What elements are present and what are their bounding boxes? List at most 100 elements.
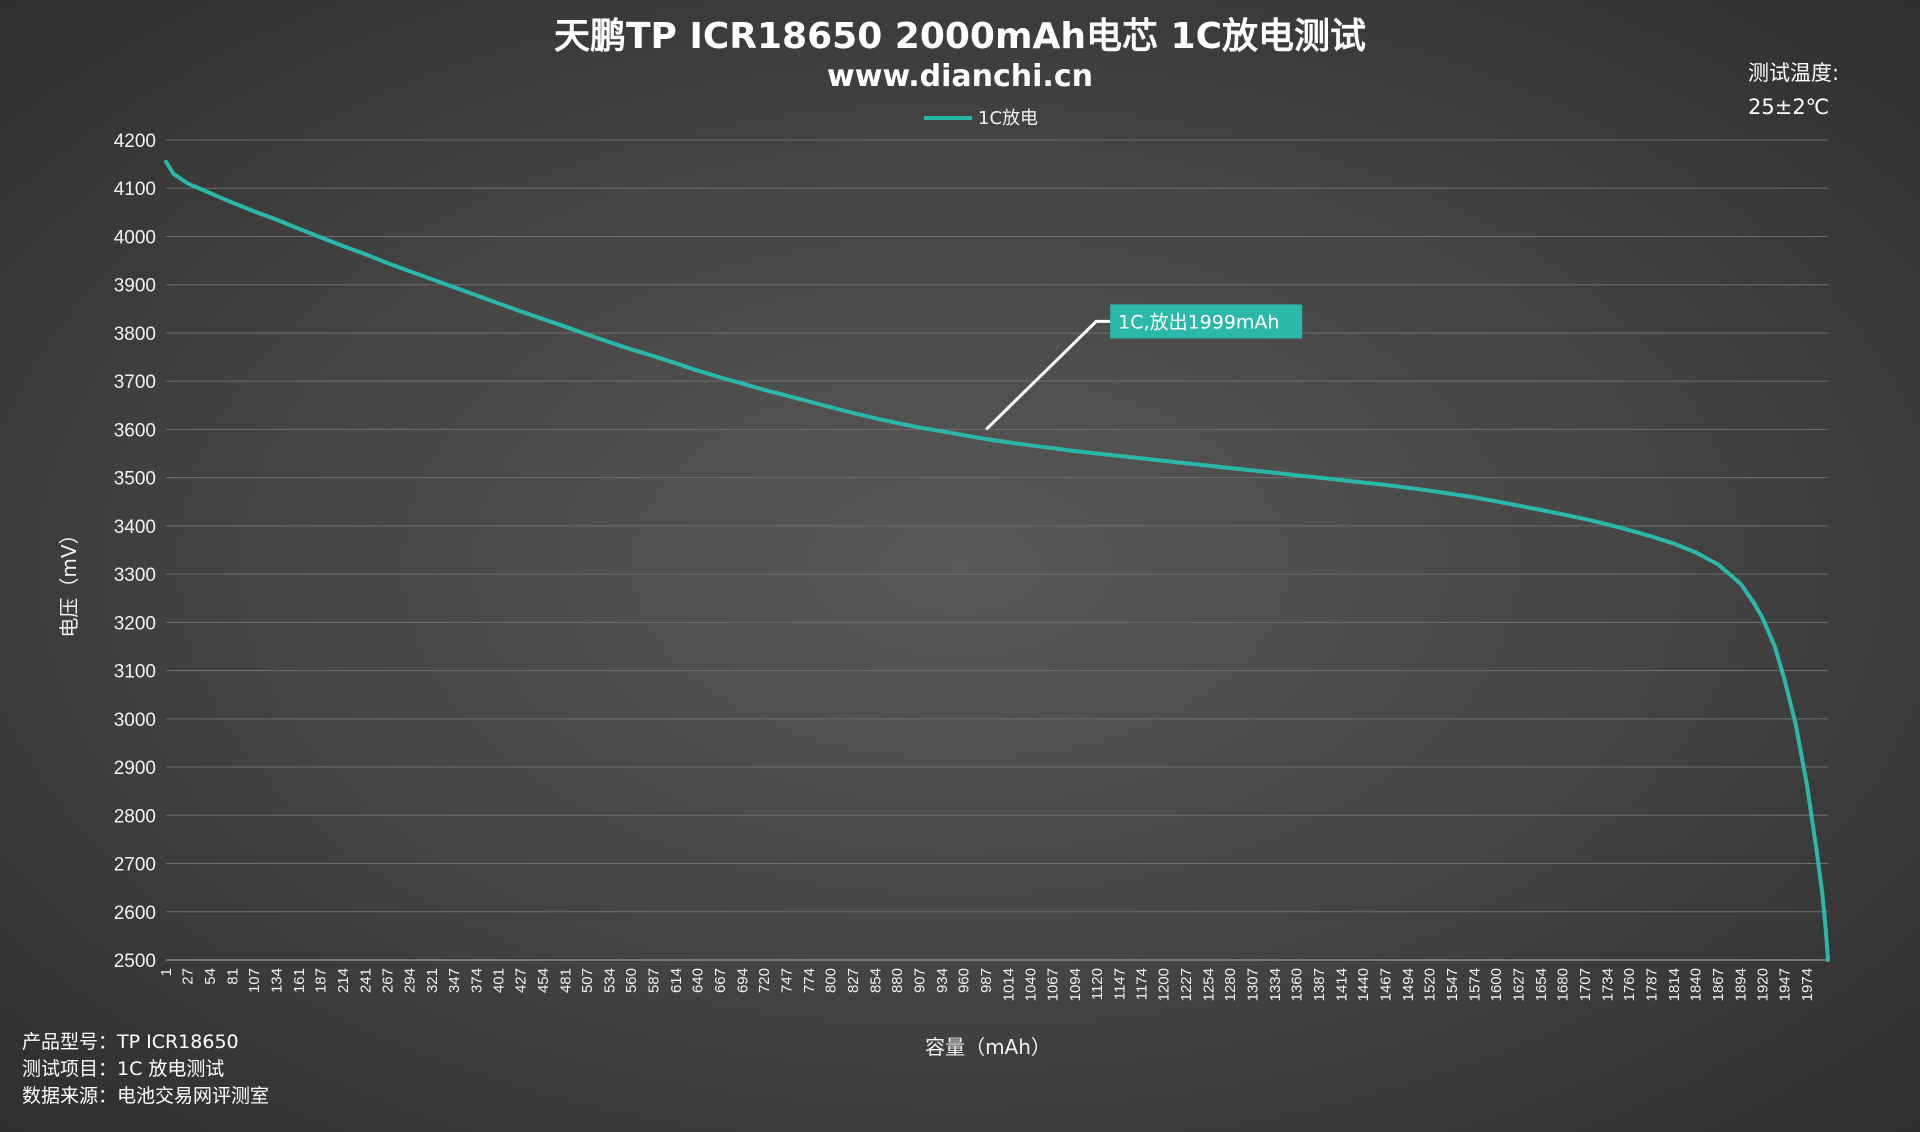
x-tick-label: 27 (180, 968, 197, 985)
annotation-label: 1C,放出1999mAh (1118, 311, 1279, 333)
y-tick-label: 3400 (114, 517, 156, 538)
x-tick-label: 854 (868, 968, 885, 993)
y-axis-ticks: 4200 4100 4000 3900 3800 3700 3600 3500 3400 3300… (114, 131, 156, 972)
y-axis-title: 电压（mV） (57, 524, 81, 637)
x-tick-label: 1600 (1488, 968, 1505, 1001)
x-tick-label: 614 (668, 968, 685, 993)
x-tick-label: 1254 (1200, 968, 1217, 1001)
x-tick-label: 587 (645, 968, 662, 993)
x-tick-label: 747 (779, 968, 796, 993)
x-tick-label: 507 (579, 968, 596, 993)
x-tick-label: 1014 (1001, 968, 1018, 1001)
grid (166, 139, 1828, 961)
x-tick-label: 880 (889, 968, 906, 993)
x-tick-label: 1840 (1688, 968, 1705, 1001)
y-tick-label: 2700 (114, 855, 156, 876)
x-tick-label: 827 (845, 968, 862, 993)
footer-model: 产品型号：TP ICR18650 (22, 1031, 239, 1053)
annotation-box (1110, 304, 1303, 339)
y-tick-label: 3600 (114, 420, 156, 441)
footer-test-item: 测试项目：1C 放电测试 (22, 1058, 224, 1080)
y-tick-label: 3700 (114, 372, 156, 393)
x-tick-label: 1147 (1111, 968, 1128, 1000)
x-tick-label: 1920 (1754, 968, 1771, 1001)
x-tick-label: 481 (557, 968, 574, 993)
x-tick-label: 1200 (1155, 968, 1172, 1001)
x-tick-label: 1760 (1621, 968, 1638, 1001)
x-tick-label: 1494 (1400, 968, 1417, 1001)
x-tick-label: 1520 (1422, 968, 1439, 1001)
x-tick-label: 347 (446, 968, 463, 993)
x-axis-title: 容量（mAh） (925, 1035, 1051, 1059)
x-tick-label: 1 (158, 968, 175, 976)
x-tick-label: 694 (734, 968, 751, 993)
y-tick-label: 3800 (114, 324, 156, 345)
x-tick-label: 321 (424, 968, 441, 993)
legend-label: 1C放电 (978, 108, 1038, 129)
x-tick-label: 560 (623, 968, 640, 993)
x-tick-label: 1894 (1733, 968, 1750, 1001)
x-tick-label: 1387 (1311, 968, 1328, 1001)
x-tick-label: 241 (358, 968, 375, 993)
x-tick-label: 1227 (1178, 968, 1195, 1001)
x-tick-label: 534 (601, 968, 618, 993)
y-tick-label: 4200 (114, 131, 156, 152)
x-tick-label: 267 (379, 968, 396, 993)
x-tick-label: 1574 (1466, 968, 1483, 1001)
x-tick-label: 1440 (1355, 968, 1372, 1001)
x-tick-label: 960 (956, 968, 973, 993)
y-tick-label: 2600 (114, 903, 156, 924)
x-tick-label: 1414 (1333, 968, 1350, 1001)
x-tick-label: 1094 (1067, 968, 1084, 1001)
x-axis-ticks: 1 27 54 81 107 134 161 187 214 241 267 294 321 347 374… (158, 968, 1816, 1001)
x-tick-label: 1067 (1045, 968, 1062, 1001)
x-tick-label: 1360 (1288, 968, 1305, 1001)
x-tick-label: 294 (402, 968, 419, 993)
x-tick-label: 107 (246, 968, 263, 993)
x-tick-label: 1307 (1244, 968, 1261, 1001)
annotation: 1C,放出1999mAh (985, 304, 1303, 431)
x-tick-label: 374 (468, 968, 485, 993)
y-tick-label: 3100 (114, 662, 156, 683)
x-tick-label: 1707 (1577, 968, 1594, 1001)
x-tick-label: 1040 (1022, 968, 1039, 1001)
y-tick-label: 4000 (114, 227, 156, 248)
x-tick-label: 1867 (1710, 968, 1727, 1001)
x-tick-label: 1280 (1222, 968, 1239, 1001)
chart-title: 天鹏TP ICR18650 2000mAh电芯 1C放电测试 (554, 16, 1366, 57)
y-tick-label: 2500 (114, 951, 156, 972)
chart-subtitle: www.dianchi.cn (827, 59, 1093, 94)
x-tick-label: 187 (313, 968, 330, 993)
x-tick-label: 934 (934, 968, 951, 993)
x-tick-label: 1174 (1134, 968, 1151, 1000)
footer-source: 数据来源：电池交易网评测室 (22, 1085, 269, 1107)
y-tick-label: 2800 (114, 806, 156, 827)
x-tick-label: 1547 (1444, 968, 1461, 1001)
x-tick-label: 1734 (1600, 968, 1617, 1001)
x-tick-label: 1627 (1511, 968, 1528, 1001)
temperature-value: 25±2℃ (1748, 95, 1829, 119)
x-tick-label: 401 (491, 968, 508, 993)
x-tick-label: 81 (225, 968, 242, 985)
series-line-1c (164, 159, 1830, 962)
annotation-leader-line (985, 319, 1111, 431)
legend: 1C放电 (924, 108, 1038, 129)
x-tick-label: 427 (512, 968, 529, 993)
x-tick-label: 720 (756, 968, 773, 993)
x-tick-label: 800 (823, 968, 840, 993)
x-tick-label: 134 (269, 968, 286, 993)
temperature-label: 测试温度: (1748, 61, 1839, 85)
y-tick-label: 4100 (114, 179, 156, 200)
x-tick-label: 640 (690, 968, 707, 993)
x-tick-label: 1974 (1799, 968, 1816, 1001)
x-tick-label: 54 (202, 968, 219, 985)
x-tick-label: 161 (291, 968, 308, 993)
y-tick-label: 3200 (114, 613, 156, 634)
x-tick-label: 987 (978, 968, 995, 993)
y-tick-label: 2900 (114, 758, 156, 779)
x-tick-label: 667 (712, 968, 729, 993)
x-tick-label: 907 (912, 968, 929, 993)
x-tick-label: 774 (801, 968, 818, 993)
x-tick-label: 1680 (1555, 968, 1572, 1001)
